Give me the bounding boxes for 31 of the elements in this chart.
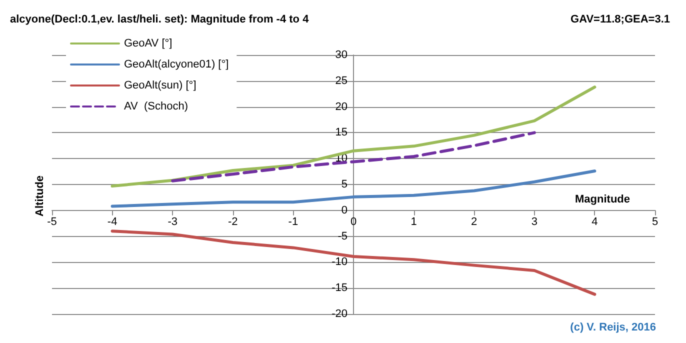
y-tick-label: 20 xyxy=(335,100,348,113)
y-tick-label: -10 xyxy=(332,256,348,268)
x-tick-label: 3 xyxy=(531,216,538,228)
x-tick-label: 0 xyxy=(350,216,357,228)
x-tick-label: -4 xyxy=(107,216,118,228)
y-tick-label: -5 xyxy=(338,230,348,242)
y-tick-label: -20 xyxy=(332,308,348,320)
x-tick-label: 2 xyxy=(471,216,478,228)
x-tick-label: 4 xyxy=(592,216,598,228)
legend-label: AV (Schoch) xyxy=(124,100,188,112)
x-tick-label: 5 xyxy=(652,216,658,228)
y-tick-label: 15 xyxy=(335,126,348,139)
x-axis-title: Magnitude xyxy=(575,194,630,206)
y-tick-label: 25 xyxy=(335,74,348,87)
legend-label: GeoAlt(sun) [°] xyxy=(124,80,196,92)
x-tick-label: -5 xyxy=(47,216,57,228)
line-series xyxy=(110,230,596,296)
x-tick-label: -3 xyxy=(168,216,178,228)
legend-label: GeoAlt(alcyone01) [°] xyxy=(124,58,229,70)
y-axis-title: Altitude xyxy=(34,176,46,216)
chart-title: alcyone(Decl:0.1,ev. last/heli. set): Magnitude from -4 to 4 xyxy=(10,14,310,26)
legend-label: GeoAV [°] xyxy=(124,38,172,50)
y-tick-label: 30 xyxy=(335,49,348,61)
y-tick-label: 5 xyxy=(341,178,348,190)
x-tick-label: -2 xyxy=(228,216,238,228)
y-tick-label: -15 xyxy=(332,282,348,294)
x-tick-label: -1 xyxy=(288,216,298,228)
text: (c) V. Reijs, 2016 xyxy=(570,322,656,334)
x-tick-label: 1 xyxy=(410,216,417,228)
y-tick-label: 0 xyxy=(341,204,348,216)
text: GAV=11.8;GEA=3.1 xyxy=(570,14,670,26)
